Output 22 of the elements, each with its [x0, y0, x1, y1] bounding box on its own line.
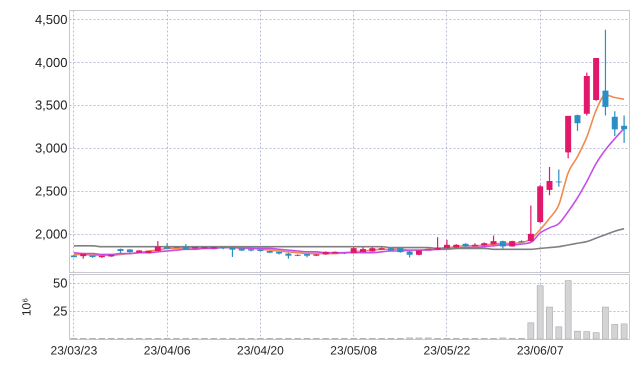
y-tick-label: 50: [53, 275, 68, 290]
y-tick-label: 4,500: [34, 12, 68, 27]
candlestick: [528, 204, 534, 242]
y-tick-label: 3,000: [34, 140, 68, 156]
y-axis-title: 10⁶: [20, 298, 34, 316]
x-tick-label: 23/04/20: [237, 344, 284, 358]
y-tick-label: 4,000: [34, 54, 68, 70]
candlestick: [602, 29, 608, 116]
y-tick-label: 2,500: [34, 183, 68, 198]
x-tick-label: 23/05/22: [424, 344, 471, 358]
candlestick: [574, 114, 580, 132]
candlestick: [546, 166, 552, 196]
x-tick-label: 23/06/07: [516, 344, 564, 358]
line-series: [73, 228, 625, 250]
y-tick-label: 3,500: [34, 98, 68, 113]
x-tick-label: 23/04/06: [144, 344, 191, 358]
x-tick-label: 23/05/08: [330, 344, 378, 358]
x-tick-label: 23/03/23: [50, 344, 98, 358]
y-tick-label: 25: [53, 303, 68, 318]
candlestick: [556, 168, 562, 188]
y-tick-label: 2,000: [34, 226, 68, 242]
candlestick: [612, 110, 618, 137]
